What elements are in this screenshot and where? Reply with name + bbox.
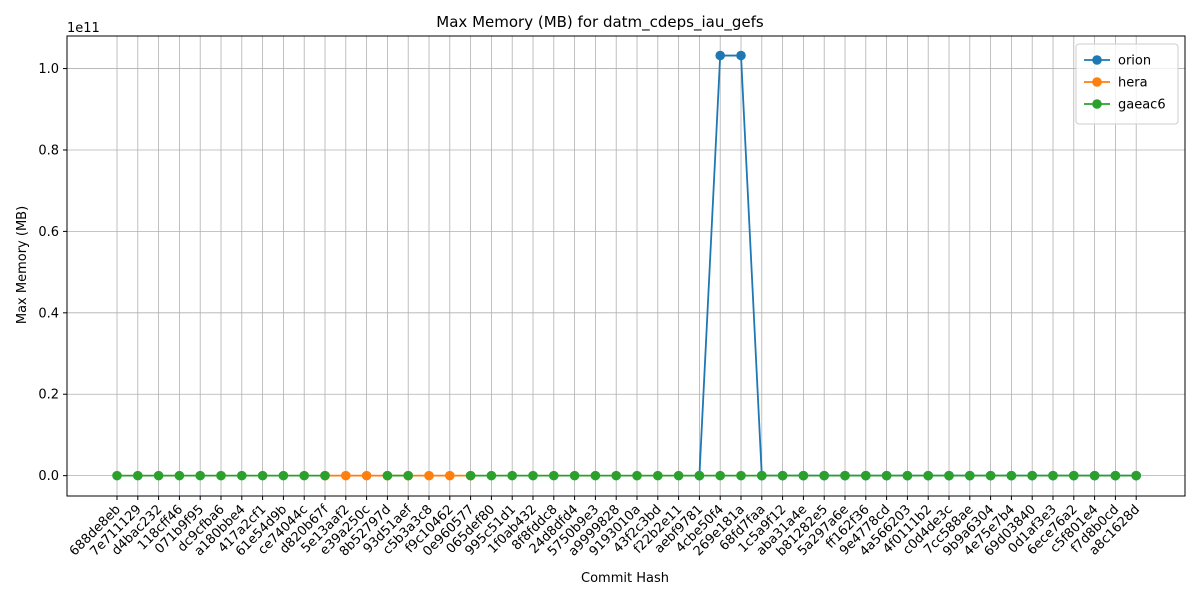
data-point-gaeac6 (528, 470, 538, 481)
data-point-gaeac6 (278, 470, 289, 481)
y-axis: 0.0 0.2 0.4 0.6 0.8 1.0 (38, 62, 67, 484)
data-point-gaeac6 (694, 470, 705, 481)
data-point-gaeac6 (195, 470, 205, 481)
y-tick-label: 0.2 (38, 388, 59, 403)
y-axis-label: Max Memory (MB) (15, 206, 30, 324)
data-point-gaeac6 (611, 470, 621, 481)
data-point-gaeac6 (153, 470, 164, 481)
legend-item-orion: orion (1084, 54, 1151, 69)
data-point-gaeac6 (798, 470, 809, 481)
grid-lines (67, 36, 1185, 496)
data-point-gaeac6 (632, 470, 642, 481)
data-point-gaeac6 (653, 470, 663, 481)
legend-label: hera (1118, 76, 1148, 91)
data-point-orion (736, 50, 746, 61)
legend-marker (1092, 77, 1102, 87)
data-point-gaeac6 (881, 470, 892, 481)
data-point-gaeac6 (757, 470, 767, 481)
data-point-gaeac6 (736, 470, 746, 481)
data-point-gaeac6 (133, 470, 143, 481)
data-point-orion (715, 50, 725, 61)
data-point-gaeac6 (403, 470, 414, 481)
plot-frame (66, 35, 1186, 497)
data-point-gaeac6 (174, 470, 185, 481)
data-point-gaeac6 (1131, 470, 1141, 481)
data-point-gaeac6 (590, 470, 601, 481)
data-point-gaeac6 (1006, 470, 1017, 481)
data-point-gaeac6 (923, 470, 933, 481)
x-axis-label: Commit Hash (581, 571, 669, 586)
chart-title: Max Memory (MB) for datm_cdeps_iau_gefs (436, 13, 764, 32)
data-point-gaeac6 (819, 470, 829, 481)
data-point-gaeac6 (1069, 470, 1079, 481)
data-point-gaeac6 (299, 470, 310, 481)
legend: orion hera gaeac6 (1075, 43, 1179, 125)
data-point-gaeac6 (320, 470, 330, 481)
legend-label: orion (1118, 54, 1151, 69)
y-tick-label: 1.0 (38, 62, 59, 77)
data-point-gaeac6 (1027, 470, 1037, 481)
data-point-gaeac6 (715, 470, 725, 481)
data-point-gaeac6 (382, 470, 393, 481)
data-point-gaeac6 (569, 470, 580, 481)
data-point-gaeac6 (486, 470, 497, 481)
data-point-hera (361, 470, 372, 481)
data-point-gaeac6 (237, 470, 247, 481)
y-tick-label: 0.0 (38, 469, 59, 484)
legend-label: gaeac6 (1118, 98, 1166, 113)
y-tick-label: 0.4 (38, 306, 59, 321)
data-point-gaeac6 (507, 470, 517, 481)
data-point-gaeac6 (965, 470, 975, 481)
legend-item-hera: hera (1084, 76, 1148, 91)
data-point-gaeac6 (944, 470, 954, 481)
data-point-gaeac6 (840, 470, 850, 481)
x-axis: 688de8eb7e711129d4bac232118cff46071b9f95… (67, 496, 1143, 560)
data-point-gaeac6 (216, 470, 226, 481)
data-point-gaeac6 (465, 470, 476, 481)
series-layer (112, 50, 1141, 481)
series-gaeac6 (112, 470, 1141, 481)
data-point-gaeac6 (112, 470, 122, 481)
legend-marker (1092, 55, 1102, 65)
data-point-gaeac6 (1048, 470, 1058, 481)
data-point-gaeac6 (861, 470, 871, 481)
y-offset-label: 1e11 (67, 21, 100, 36)
y-tick-label: 0.8 (38, 143, 59, 158)
data-point-hera (424, 470, 434, 481)
data-point-gaeac6 (673, 470, 684, 481)
legend-marker (1092, 99, 1102, 109)
y-tick-label: 0.6 (38, 225, 59, 240)
data-point-gaeac6 (777, 470, 788, 481)
data-point-gaeac6 (985, 470, 996, 481)
data-point-hera (445, 470, 455, 481)
data-point-gaeac6 (549, 470, 559, 481)
data-point-gaeac6 (902, 470, 913, 481)
legend-item-gaeac6: gaeac6 (1084, 98, 1166, 113)
data-point-gaeac6 (1110, 470, 1121, 481)
data-point-gaeac6 (257, 470, 268, 481)
data-point-hera (341, 470, 351, 481)
data-point-gaeac6 (1089, 470, 1100, 481)
